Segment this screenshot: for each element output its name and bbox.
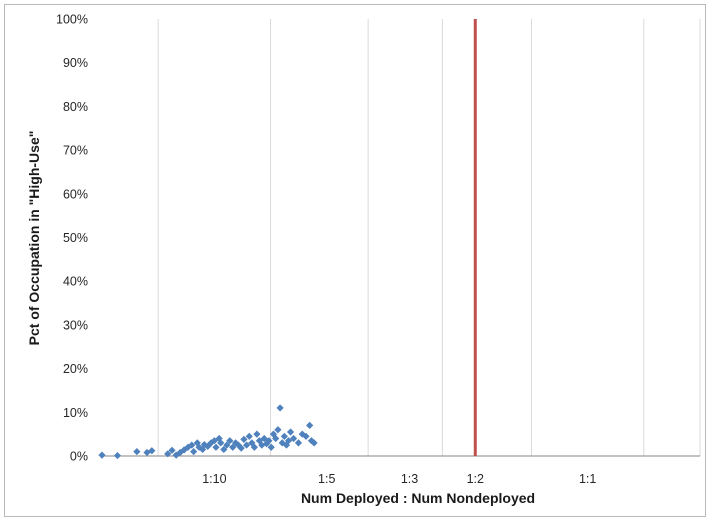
data-point	[289, 434, 298, 443]
data-point	[280, 432, 288, 440]
data-point	[250, 443, 258, 451]
data-point	[113, 451, 122, 460]
data-point	[172, 451, 180, 459]
data-point	[229, 443, 237, 451]
data-point	[148, 447, 156, 455]
data-point	[143, 448, 151, 457]
y-tick-label: 90%	[63, 56, 88, 70]
data-point	[272, 434, 280, 443]
data-point	[98, 451, 106, 459]
data-point	[245, 432, 253, 440]
data-point	[276, 404, 284, 412]
data-point	[212, 443, 220, 451]
y-tick-label: 100%	[56, 13, 88, 27]
y-tick-label: 30%	[63, 318, 88, 332]
data-point	[260, 434, 268, 443]
data-point	[294, 439, 303, 447]
data-point	[310, 439, 318, 447]
x-tick-label: 1:1	[579, 472, 596, 486]
x-axis-ticks: 1:10 1:5 1:3 1:2 1:1	[202, 472, 596, 486]
data-point	[306, 421, 314, 430]
data-point	[188, 441, 196, 449]
data-point	[190, 448, 198, 456]
x-axis-title: Num Deployed : Num Nondeployed	[301, 490, 535, 506]
data-point	[243, 441, 251, 449]
y-tick-label: 40%	[63, 275, 88, 289]
y-tick-label: 20%	[63, 362, 88, 376]
data-point	[176, 448, 184, 457]
data-point	[253, 430, 261, 438]
x-tick-label: 1:5	[318, 472, 335, 486]
data-point	[133, 448, 141, 456]
data-point	[168, 446, 176, 454]
y-tick-label: 50%	[63, 231, 88, 245]
data-point	[207, 439, 215, 447]
data-points	[98, 404, 318, 460]
data-point	[286, 428, 295, 436]
data-point	[215, 434, 223, 443]
y-tick-label: 0%	[70, 450, 88, 464]
chart-frame	[4, 4, 706, 517]
data-point	[284, 437, 293, 445]
data-point	[217, 439, 225, 447]
data-point	[226, 437, 234, 445]
x-tick-label: 1:3	[401, 472, 418, 486]
y-tick-label: 60%	[63, 187, 88, 201]
data-point	[164, 450, 172, 458]
data-point	[274, 426, 282, 434]
x-tick-label: 1:2	[467, 472, 484, 486]
data-point	[220, 445, 228, 454]
y-tick-label: 70%	[63, 144, 88, 158]
data-point	[265, 437, 273, 445]
vertical-gridlines	[157, 19, 701, 456]
data-point	[302, 432, 310, 440]
data-point	[237, 444, 245, 452]
y-axis-ticks: 0% 10% 20% 30% 40% 50% 60% 70% 80% 90% 100%	[56, 13, 88, 464]
y-tick-label: 80%	[63, 100, 88, 114]
data-point	[240, 435, 248, 443]
y-tick-label: 10%	[63, 406, 88, 420]
data-point	[307, 437, 316, 445]
data-point	[282, 441, 291, 449]
data-point	[184, 443, 192, 451]
data-point	[267, 443, 275, 451]
data-point	[298, 430, 306, 438]
y-axis-title: Pct of Occupation in "High-Use"	[26, 131, 42, 346]
x-tick-label: 1:10	[202, 472, 226, 486]
data-point	[255, 437, 263, 445]
data-point	[223, 441, 231, 449]
